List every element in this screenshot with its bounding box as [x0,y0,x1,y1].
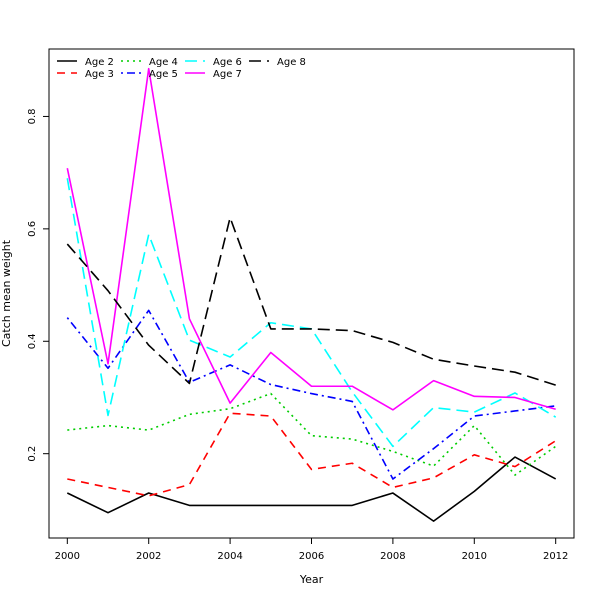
series-line-age-5 [66,309,556,480]
x-axis-label: Year [299,573,324,586]
series-line-age-2 [66,456,557,522]
series-line-age-3 [67,412,557,497]
y-tick-label: 0.4 [27,333,38,349]
y-axis-label: Catch mean weight [0,239,13,347]
series-layer [66,67,557,522]
legend-label: Age 4 [149,57,178,68]
x-tick-label: 2000 [55,551,80,562]
x-tick-label: 2008 [380,551,405,562]
x-axis: 2000 2002 2004 2006 2008 2010 2012 [55,538,568,562]
legend-label: Age 6 [213,57,242,68]
y-tick-label: 0.8 [27,108,38,124]
legend-label: Age 7 [213,69,242,80]
x-tick-label: 2012 [543,551,568,562]
plot-frame [48,48,575,539]
legend-label: Age 2 [85,57,114,68]
series-line-age-4 [67,392,557,476]
y-tick-label: 0.6 [27,221,38,237]
x-tick-label: 2010 [462,551,487,562]
y-tick-label: 0.2 [27,446,38,462]
x-tick-label: 2004 [217,551,242,562]
series-line-age-7 [66,67,556,411]
legend-label: Age 3 [85,69,114,80]
x-tick-label: 2006 [299,551,324,562]
x-tick-label: 2002 [136,551,161,562]
series-line-age-6 [66,178,557,448]
series-line-age-8 [66,216,556,386]
legend-label: Age 8 [277,57,306,68]
legend-label: Age 5 [149,69,178,80]
y-axis: 0.2 0.4 0.6 0.8 [27,108,49,462]
